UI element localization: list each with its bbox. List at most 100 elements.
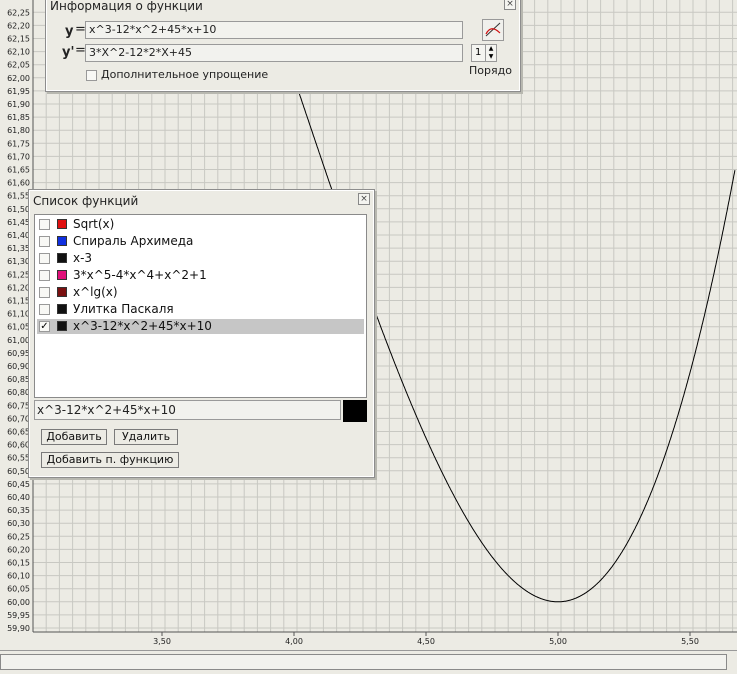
function-list: Sqrt(x) Спираль Архимеда x-3 3*x^5-4*x^4+x^… (34, 214, 367, 398)
graph-icon[interactable] (482, 19, 504, 41)
function-list-item[interactable]: x^lg(x) (37, 285, 364, 300)
x-tick-label: 4,00 (285, 637, 303, 646)
y-tick-label: 61,85 (7, 113, 30, 122)
function-visible-checkbox[interactable] (39, 253, 50, 264)
function-list-item[interactable]: 3*x^5-4*x^4+x^2+1 (37, 268, 364, 283)
y-tick-label: 59,95 (7, 611, 30, 620)
y-tick-label: 60,40 (7, 493, 30, 502)
y-tick-label: 60,05 (7, 585, 30, 594)
function-visible-checkbox[interactable] (39, 236, 50, 247)
y-tick-label: 60,60 (7, 441, 30, 450)
y-tick-label: 60,25 (7, 532, 30, 541)
function-name: x^lg(x) (73, 285, 118, 299)
function-visible-checkbox[interactable] (39, 219, 50, 230)
status-bar (0, 650, 737, 674)
function-color-swatch (57, 236, 67, 246)
function-name: Sqrt(x) (73, 217, 115, 231)
y-tick-label: 60,55 (7, 454, 30, 463)
close-icon[interactable]: × (504, 0, 516, 10)
y-tick-label: 60,20 (7, 545, 30, 554)
add-param-function-button[interactable]: Добавить п. функцию (41, 452, 179, 468)
function-visible-checkbox[interactable]: ✓ (39, 321, 50, 332)
y-tick-label: 61,00 (7, 336, 30, 345)
y-tick-label: 60,30 (7, 519, 30, 528)
function-info-window: Информация о функции × y = x^3-12*x^2+45… (45, 0, 521, 92)
y-tick-label: 62,20 (7, 21, 30, 30)
y-tick-label: 60,85 (7, 375, 30, 384)
y-tick-label: 60,10 (7, 572, 30, 581)
delete-button[interactable]: Удалить (114, 429, 178, 445)
y-tick-label: 61,75 (7, 139, 30, 148)
y-tick-label: 60,00 (7, 598, 30, 607)
y-axis-strip (0, 0, 33, 650)
function-list-item[interactable]: Спираль Архимеда (37, 234, 364, 249)
y-tick-label: 60,50 (7, 467, 30, 476)
list-window-title: Список функций (33, 194, 139, 208)
y-tick-label: 61,65 (7, 166, 30, 175)
y-tick-label: 61,40 (7, 231, 30, 240)
simplify-checkbox[interactable] (86, 70, 97, 81)
y-tick-label: 61,50 (7, 205, 30, 214)
function-name: Спираль Архимеда (73, 234, 194, 248)
function-list-item[interactable]: Улитка Паскаля (37, 302, 364, 317)
stepper-down-icon[interactable]: ▼ (488, 53, 494, 60)
y-tick-label: 61,80 (7, 126, 30, 135)
horizontal-scrollbar[interactable] (0, 654, 727, 670)
function-visible-checkbox[interactable] (39, 287, 50, 298)
y-tick-label: 60,15 (7, 559, 30, 568)
y-tick-label: 62,00 (7, 74, 30, 83)
function-visible-checkbox[interactable] (39, 270, 50, 281)
x-tick-label: 5,00 (549, 637, 567, 646)
y-tick-label: 60,65 (7, 428, 30, 437)
y-label: y (65, 24, 74, 39)
function-list-item[interactable]: ✓ x^3-12*x^2+45*x+10 (37, 319, 364, 334)
y-tick-label: 61,45 (7, 218, 30, 227)
y-tick-label: 60,75 (7, 401, 30, 410)
function-list-item[interactable]: Sqrt(x) (37, 217, 364, 232)
function-list-item[interactable]: x-3 (37, 251, 364, 266)
y-axis-labels: 62,25 62,20 62,15 62,10 62,05 62,00 61,95 61,90… (7, 8, 30, 633)
function-color-swatch (57, 321, 67, 331)
y-tick-label: 62,10 (7, 48, 30, 57)
y-tick-label: 60,35 (7, 506, 30, 515)
simplify-label: Дополнительное упрощение (101, 68, 269, 81)
y-tick-label: 61,20 (7, 283, 30, 292)
function-name: x^3-12*x^2+45*x+10 (73, 319, 212, 333)
function-curve (267, 0, 736, 603)
y-tick-label: 61,05 (7, 323, 30, 332)
y-tick-label: 61,35 (7, 244, 30, 253)
y-tick-label: 61,30 (7, 257, 30, 266)
y-expression-field[interactable]: x^3-12*x^2+45*x+10 (85, 21, 463, 39)
derivative-label: y' (62, 45, 75, 60)
y-tick-label: 60,95 (7, 349, 30, 358)
x-tick-label: 5,50 (681, 637, 699, 646)
y-tick-label: 61,55 (7, 192, 30, 201)
info-window-title: Информация о функции (50, 0, 203, 13)
function-color-swatch (57, 304, 67, 314)
x-tick-label: 4,50 (417, 637, 435, 646)
color-picker-swatch[interactable] (343, 400, 367, 422)
expression-input[interactable]: x^3-12*x^2+45*x+10 (34, 400, 341, 420)
function-name: Улитка Паскаля (73, 302, 174, 316)
x-tick-label: 3,50 (153, 637, 171, 646)
derivative-order-stepper[interactable]: 1 ▲ ▼ (471, 44, 497, 62)
function-visible-checkbox[interactable] (39, 304, 50, 315)
y-tick-label: 61,70 (7, 152, 30, 161)
y-tick-label: 62,15 (7, 35, 30, 44)
y-tick-label: 60,80 (7, 388, 30, 397)
y-tick-label: 60,70 (7, 414, 30, 423)
close-icon[interactable]: × (358, 193, 370, 205)
function-list-window: Список функций × Sqrt(x) Спираль Архимеда… (28, 189, 375, 478)
function-color-swatch (57, 253, 67, 263)
y-tick-label: 61,90 (7, 100, 30, 109)
add-button[interactable]: Добавить (41, 429, 107, 445)
stepper-up-icon[interactable]: ▲ (488, 45, 494, 52)
y-tick-label: 62,05 (7, 61, 30, 70)
function-name: 3*x^5-4*x^4+x^2+1 (73, 268, 207, 282)
y-equals: = (75, 22, 86, 37)
order-label: Порядо (469, 64, 512, 77)
derivative-expression-field[interactable]: 3*X^2-12*2*X+45 (85, 44, 463, 62)
y-tick-label: 61,25 (7, 270, 30, 279)
y-tick-label: 61,60 (7, 179, 30, 188)
y-tick-label: 61,10 (7, 310, 30, 319)
